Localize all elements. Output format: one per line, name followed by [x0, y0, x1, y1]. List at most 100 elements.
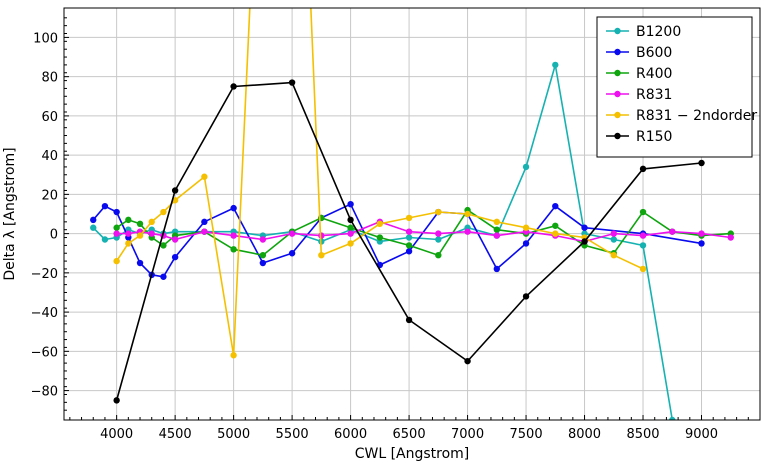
data-point — [125, 216, 132, 224]
data-point — [639, 165, 647, 173]
x-tick-label: 5500 — [276, 427, 309, 442]
data-point — [148, 218, 155, 226]
x-axis: 4000 4500 5000 5500 6000 6500 7000 7500 8000 8500… — [69, 415, 749, 442]
data-point — [376, 234, 384, 241]
data-point — [230, 246, 237, 253]
data-point — [552, 222, 559, 229]
data-point — [148, 230, 155, 237]
data-point — [698, 230, 705, 237]
data-point — [464, 357, 471, 365]
data-point — [347, 216, 354, 224]
data-point — [90, 216, 97, 224]
data-point — [113, 397, 120, 404]
data-point — [405, 228, 413, 235]
y-tick-label: 20 — [41, 188, 58, 203]
data-point — [435, 208, 442, 216]
data-point — [171, 236, 179, 243]
legend-label: B1200 — [636, 24, 681, 40]
legend-swatch-marker — [614, 48, 621, 56]
data-point — [522, 224, 530, 231]
series-layer — [90, 8, 734, 420]
x-tick-label: 7500 — [510, 427, 543, 442]
data-point — [113, 224, 120, 231]
data-point — [405, 316, 413, 324]
data-point — [405, 214, 413, 222]
y-tick-label: 100 — [33, 31, 58, 46]
series-line — [115, 8, 644, 357]
data-point — [230, 204, 237, 212]
y-tick-label: 40 — [41, 149, 58, 164]
data-point — [464, 210, 471, 218]
data-point — [259, 259, 267, 267]
data-point — [493, 218, 501, 226]
data-point — [136, 232, 144, 239]
data-point — [669, 416, 676, 420]
y-axis: −80 −60 −40 −20 0 20 40 60 80 100 — [31, 17, 69, 411]
x-tick-label: 4000 — [100, 427, 133, 442]
x-tick-label: 8000 — [568, 427, 601, 442]
legend-swatch-marker — [614, 90, 621, 98]
data-point — [610, 230, 617, 237]
data-point — [259, 252, 267, 259]
data-point — [136, 259, 144, 267]
data-point — [101, 236, 109, 243]
y-tick-label: −20 — [31, 267, 58, 282]
legend-swatch-marker — [614, 27, 621, 35]
y-axis-title: Delta λ [Angstrom] — [2, 147, 18, 280]
data-point — [639, 208, 647, 216]
data-point — [405, 242, 413, 249]
data-point — [201, 228, 208, 235]
legend-swatch-marker — [614, 132, 621, 140]
data-point — [639, 242, 647, 249]
data-point — [669, 228, 676, 235]
data-point — [698, 240, 705, 247]
data-point — [101, 202, 109, 210]
data-point — [552, 61, 559, 69]
data-point — [347, 230, 354, 237]
x-tick-label: 4500 — [159, 427, 192, 442]
data-point — [90, 224, 97, 231]
legend-label: B600 — [636, 45, 672, 61]
data-point — [522, 163, 530, 171]
data-point — [201, 218, 208, 226]
data-point — [435, 236, 442, 243]
data-point — [230, 83, 237, 90]
data-point — [552, 202, 559, 210]
data-point — [552, 230, 559, 237]
legend-label: R150 — [636, 129, 672, 145]
data-point — [493, 265, 501, 273]
y-tick-label: 80 — [41, 71, 58, 86]
legend-label: R831 — [636, 87, 672, 103]
legend-box — [596, 16, 753, 158]
x-tick-label: 5000 — [217, 427, 250, 442]
data-point — [318, 252, 325, 259]
data-point — [288, 79, 296, 86]
legend-label: R831 − 2ndorder — [636, 108, 757, 124]
data-point — [493, 232, 501, 239]
x-tick-label: 6000 — [334, 427, 367, 442]
data-point — [610, 252, 617, 259]
data-point — [113, 257, 120, 265]
data-point — [113, 208, 120, 216]
data-point — [347, 240, 354, 247]
x-tick-label: 6500 — [393, 427, 426, 442]
data-point — [727, 234, 734, 241]
data-point — [405, 234, 413, 241]
data-point — [376, 220, 384, 228]
data-point — [698, 159, 705, 167]
data-point — [435, 230, 442, 237]
data-point — [113, 230, 120, 237]
data-point — [522, 240, 530, 247]
legend-swatch-marker — [614, 111, 621, 119]
data-point — [405, 248, 413, 255]
legend-swatch-marker — [614, 69, 621, 77]
data-point — [288, 250, 296, 257]
data-point — [136, 220, 144, 228]
x-tick-label: 8500 — [626, 427, 659, 442]
data-point — [125, 230, 132, 237]
y-tick-label: −40 — [31, 306, 58, 321]
series-4 — [113, 8, 647, 359]
y-tick-label: −60 — [31, 345, 58, 360]
data-point — [160, 208, 167, 216]
